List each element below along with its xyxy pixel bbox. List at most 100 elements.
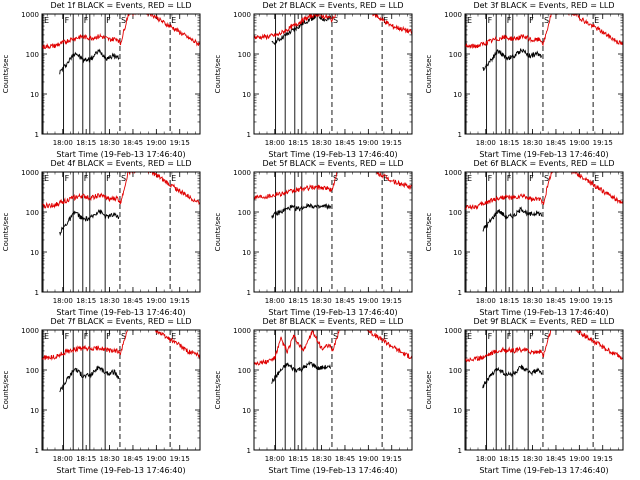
y-axis-label: Counts/sec (214, 371, 222, 410)
y-tick-label: 10 (453, 91, 462, 99)
lld-series-line (254, 172, 412, 200)
x-tick-label: 18:00 (476, 139, 496, 147)
x-axis-label: Start Time (19-Feb-13 17:46:40) (56, 466, 185, 475)
event-marker-label: S (333, 16, 338, 25)
y-tick-label: 1 (458, 289, 462, 297)
y-axis-label: Counts/sec (214, 213, 222, 252)
x-tick-label: 19:00 (146, 139, 166, 147)
event-marker-label: S (121, 16, 126, 25)
event-marker-label: F (507, 332, 512, 341)
event-marker-label: E (594, 16, 599, 25)
y-tick-label: 100 (449, 209, 462, 217)
y-tick-label: 1000 (21, 169, 39, 177)
x-tick-label: 19:15 (593, 455, 613, 463)
y-tick-label: 10 (453, 249, 462, 257)
x-axis-label: Start Time (19-Feb-13 17:46:40) (268, 150, 397, 159)
y-tick-label: 1000 (444, 327, 462, 335)
event-marker-label: E (467, 174, 472, 183)
y-axis-label: Counts/sec (2, 55, 10, 94)
plot-frame (41, 329, 201, 451)
x-tick-label: 18:15 (288, 139, 308, 147)
panel-title: Det 4f BLACK = Events, RED = LLD (50, 159, 191, 168)
panel-title: Det 9f BLACK = Events, RED = LLD (473, 317, 614, 326)
event-marker-label: E (467, 332, 472, 341)
detector-panel-8: Det 8f BLACK = Events, RED = LLD Counts/s… (214, 317, 413, 475)
events-series-line (271, 360, 331, 384)
y-tick-label: 1000 (444, 11, 462, 19)
y-axis-label: Counts/sec (2, 213, 10, 252)
event-marker-label: S (121, 332, 126, 341)
events-series-line (59, 365, 120, 393)
event-marker-label: F (65, 16, 70, 25)
x-tick-label: 19:15 (593, 139, 613, 147)
x-tick-label: 19:15 (170, 297, 190, 305)
x-tick-label: 19:15 (382, 139, 402, 147)
y-axis-label: Counts/sec (214, 55, 222, 94)
x-axis-label: Start Time (19-Feb-13 17:46:40) (268, 466, 397, 475)
events-series-line (482, 48, 542, 71)
x-axis-label: Start Time (19-Feb-13 17:46:40) (268, 308, 397, 317)
x-tick-label: 18:15 (499, 455, 519, 463)
lld-series-line (465, 172, 623, 211)
y-tick-label: 10 (242, 91, 251, 99)
y-tick-label: 10 (453, 407, 462, 415)
detector-panel-5: Det 5f BLACK = Events, RED = LLD Counts/s… (214, 159, 413, 317)
x-tick-label: 19:00 (569, 297, 589, 305)
x-tick-label: 18:15 (288, 455, 308, 463)
event-marker-label: E (171, 174, 176, 183)
event-marker-label: E (383, 174, 388, 183)
x-tick-label: 18:30 (522, 139, 542, 147)
x-tick-label: 18:00 (265, 297, 285, 305)
y-tick-label: 1 (458, 131, 462, 139)
event-marker-label: F (488, 174, 493, 183)
x-axis-label: Start Time (19-Feb-13 17:46:40) (56, 150, 185, 159)
y-tick-label: 100 (26, 367, 39, 375)
x-tick-label: 19:00 (146, 455, 166, 463)
panel-title: Det 6f BLACK = Events, RED = LLD (473, 159, 614, 168)
y-tick-label: 10 (242, 249, 251, 257)
detector-panel-2: Det 2f BLACK = Events, RED = LLD Counts/s… (214, 1, 413, 159)
y-tick-label: 10 (30, 91, 39, 99)
event-marker-label: E (383, 332, 388, 341)
y-tick-label: 100 (449, 51, 462, 59)
event-marker-label: F (529, 332, 534, 341)
y-tick-label: 1 (458, 447, 462, 455)
lld-series-line (254, 14, 412, 41)
y-tick-label: 1000 (444, 169, 462, 177)
x-tick-label: 19:15 (170, 139, 190, 147)
x-tick-label: 18:30 (99, 455, 119, 463)
event-marker-label: S (333, 332, 338, 341)
event-marker-label: S (544, 332, 549, 341)
y-tick-label: 1000 (21, 327, 39, 335)
y-tick-label: 100 (238, 367, 251, 375)
x-tick-label: 18:00 (53, 297, 73, 305)
x-axis-label: Start Time (19-Feb-13 17:46:40) (56, 308, 185, 317)
y-axis-label: Counts/sec (425, 371, 433, 410)
event-marker-label: E (594, 174, 599, 183)
events-series-line (271, 203, 332, 220)
detector-panel-4: Det 4f BLACK = Events, RED = LLD Counts/s… (2, 159, 201, 317)
y-tick-label: 1 (35, 289, 39, 297)
plot-frame (253, 171, 413, 293)
events-series-line (59, 209, 120, 237)
x-axis-label: Start Time (19-Feb-13 17:46:40) (479, 308, 608, 317)
plot-frame (41, 13, 201, 135)
event-marker-label: S (544, 16, 549, 25)
event-marker-label: F (106, 332, 111, 341)
event-marker-label: S (544, 174, 549, 183)
y-tick-label: 1 (35, 447, 39, 455)
detector-panel-3: Det 3f BLACK = Events, RED = LLD Counts/s… (425, 1, 624, 159)
panel-title: Det 5f BLACK = Events, RED = LLD (262, 159, 403, 168)
event-marker-label: E (44, 174, 49, 183)
x-tick-label: 18:45 (123, 455, 143, 463)
plot-frame (253, 329, 413, 451)
panel-title: Det 7f BLACK = Events, RED = LLD (50, 317, 191, 326)
event-marker-label: E (171, 16, 176, 25)
x-tick-label: 18:15 (76, 455, 96, 463)
x-tick-label: 18:15 (76, 139, 96, 147)
x-tick-label: 18:00 (53, 139, 73, 147)
y-tick-label: 100 (26, 209, 39, 217)
x-tick-label: 18:45 (123, 297, 143, 305)
x-tick-label: 18:45 (546, 139, 566, 147)
x-tick-label: 19:00 (358, 455, 378, 463)
